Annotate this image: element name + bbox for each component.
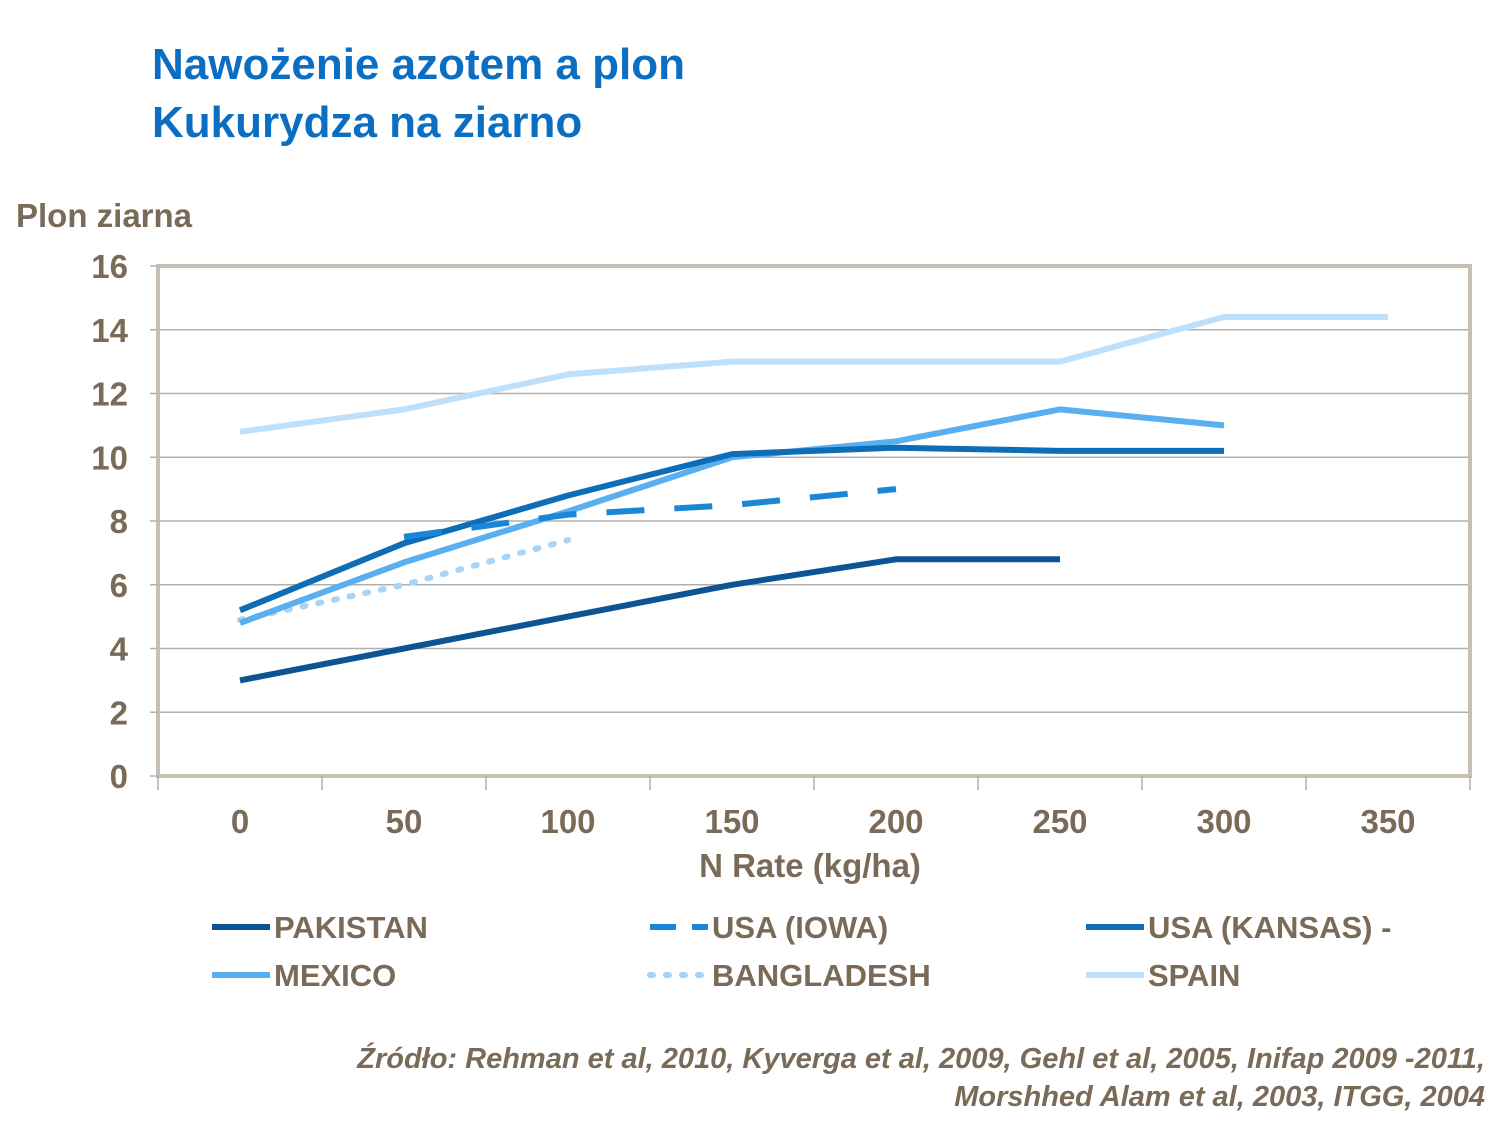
y-tick-label-8: 8 — [110, 503, 128, 540]
x-tick-label-350: 350 — [1360, 803, 1415, 840]
y-tick-label-6: 6 — [110, 567, 128, 604]
legend-label-pakistan: PAKISTAN — [274, 910, 428, 945]
y-tick-label-10: 10 — [91, 439, 128, 476]
y-tick-label-14: 14 — [91, 312, 128, 349]
series-line-pakistan — [239, 556, 1060, 684]
y-tick-label-4: 4 — [110, 631, 129, 668]
chart-title-line1: Nawożenie azotem a plon — [152, 40, 685, 89]
y-axis-title: Plon ziarna — [16, 197, 193, 234]
x-tick-label-100: 100 — [540, 803, 595, 840]
series-line-mexico — [238, 406, 1225, 626]
legend-label-mexico: MEXICO — [274, 958, 396, 993]
legend-label-spain: SPAIN — [1148, 958, 1240, 993]
y-tick-label-16: 16 — [91, 248, 128, 285]
x-tick-label-50: 50 — [386, 803, 423, 840]
source-line2: Morshhed Alam et al, 2003, ITGG, 2004 — [954, 1081, 1485, 1113]
series-line-usa-kansas — [238, 444, 1224, 614]
x-tick-label-300: 300 — [1196, 803, 1251, 840]
series-line-usa-iowa — [403, 486, 897, 540]
gridlines — [158, 329, 1470, 713]
x-tick-label-200: 200 — [868, 803, 923, 840]
x-tick-label-0: 0 — [231, 803, 249, 840]
legend-label-usa-iowa: USA (IOWA) — [712, 910, 888, 945]
legend: PAKISTAN USA (IOWA) USA (KANSAS) - MEXICO BA… — [212, 910, 1391, 993]
axes: 0 2 4 6 8 10 12 14 16 0 50 100 150 200 250 300 350 — [91, 248, 1471, 840]
series-line-spain — [239, 314, 1388, 435]
chart-title-line2: Kukurydza na ziarno — [152, 98, 583, 147]
legend-label-bangladesh: BANGLADESH — [712, 958, 931, 993]
legend-label-usa-kansas: USA (KANSAS) - — [1148, 910, 1391, 945]
x-tick-label-150: 150 — [704, 803, 759, 840]
y-tick-label-2: 2 — [110, 694, 128, 731]
y-tick-label-0: 0 — [110, 758, 128, 795]
chart-title: Nawożenie azotem a plon Kukurydza na zia… — [152, 36, 685, 152]
source-line1: Źródło: Rehman et al, 2010, Kyverga et a… — [357, 1043, 1485, 1075]
x-axis-title: N Rate (kg/ha) — [699, 847, 921, 884]
series-lines — [237, 314, 1388, 684]
x-tick-label-250: 250 — [1032, 803, 1087, 840]
y-tick-label-12: 12 — [91, 376, 128, 413]
source-citation: Źródło: Rehman et al, 2010, Kyverga et a… — [85, 1040, 1485, 1116]
